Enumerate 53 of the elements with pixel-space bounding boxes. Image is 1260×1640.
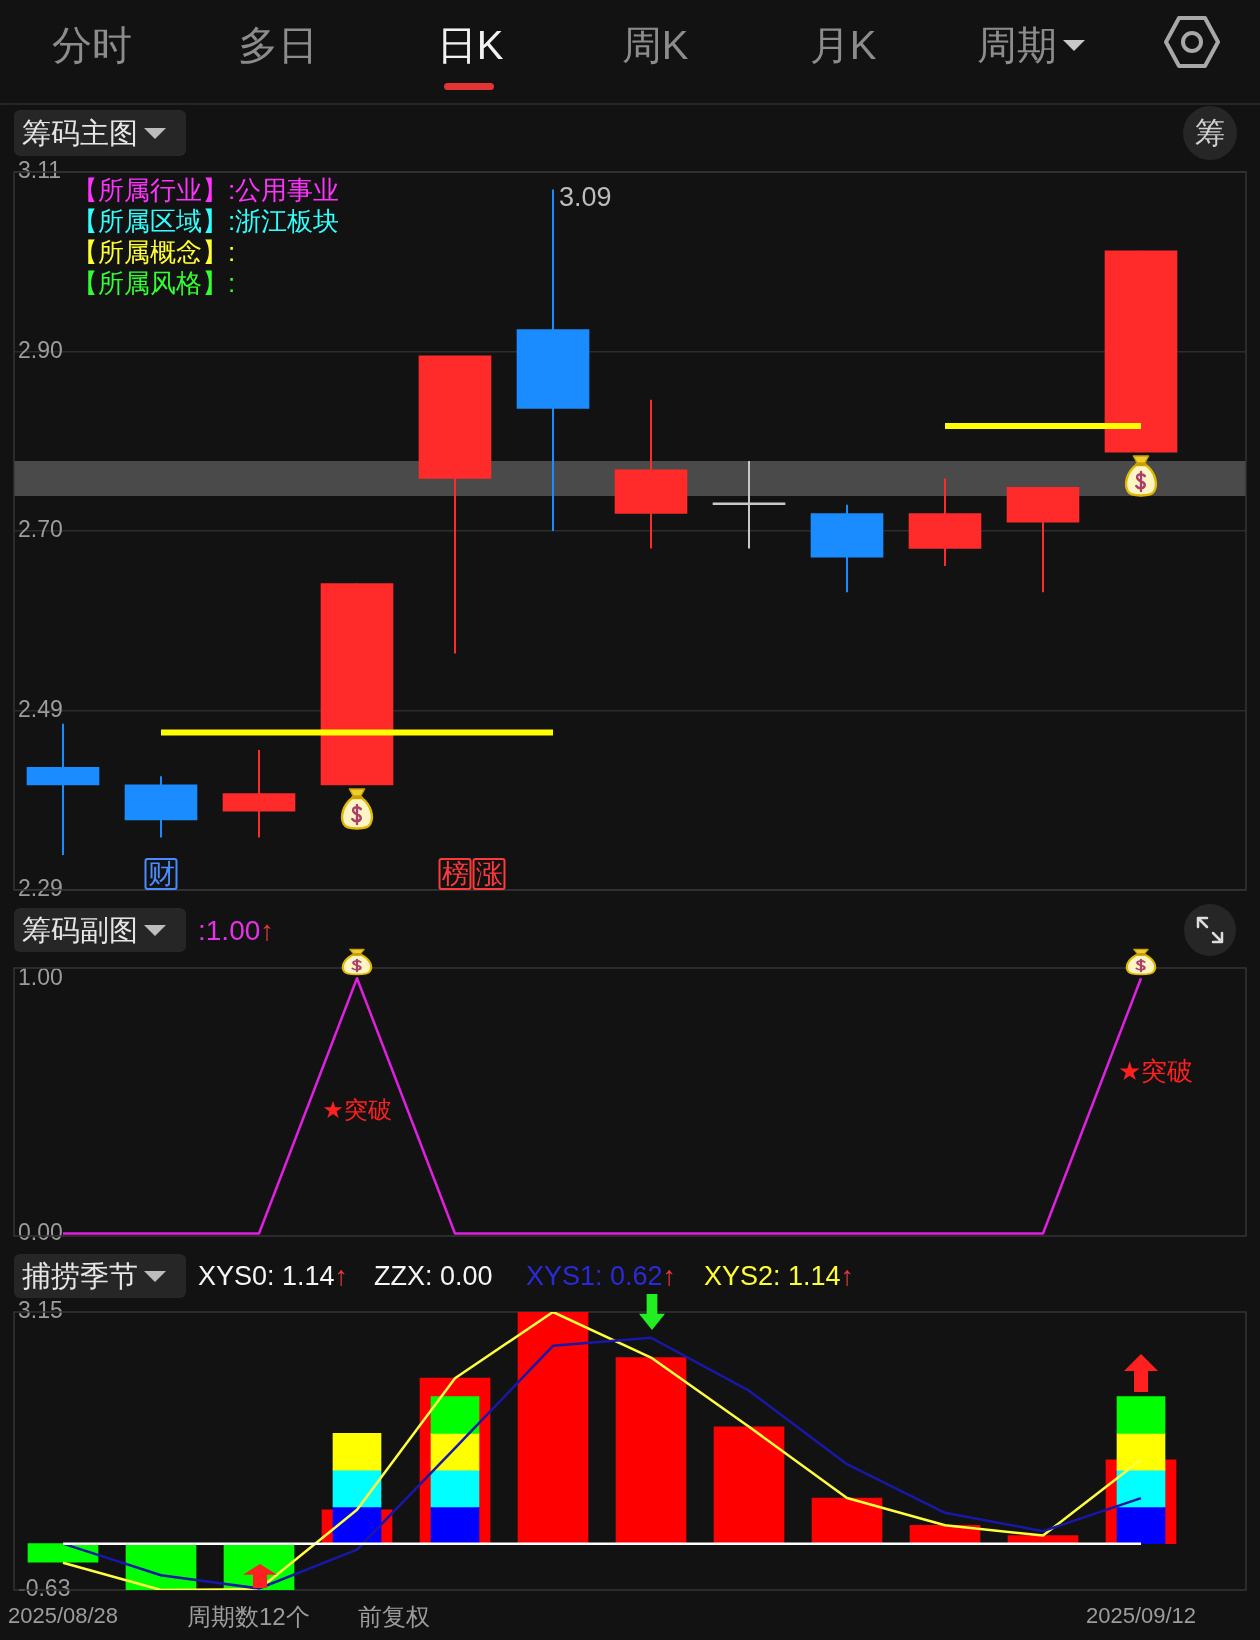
text: 分时 [52,22,132,69]
text: 周期 [977,22,1057,69]
bar [1116,1469,1166,1508]
text: 筹码副图 [22,913,138,948]
annotation: 【所属行业】:公用事业 [72,173,340,207]
text: :1.00↑ [198,913,275,948]
text: 月K [809,22,877,69]
bar [430,1506,480,1544]
text: XYS1: 0.62↑ [526,1260,677,1293]
candlestick [26,722,100,856]
text: 日K [436,22,504,69]
annotation: 【所属概念】: [72,235,236,269]
candlestick [712,459,786,550]
y-tick-label: 1.00 [18,963,63,990]
bar [1116,1433,1166,1471]
text: 多日 [238,22,318,69]
annotation: 【所属风格】: [72,266,236,300]
y-tick-label: 0.00 [18,1218,63,1245]
text: ZZX: 0.00 [374,1260,493,1293]
y-tick-label: 2.90 [18,336,63,363]
annotation: 3.09 [559,181,612,214]
text: 前复权 [358,1602,430,1632]
y-tick-label: 2.49 [18,695,63,722]
y-tick-label: 3.15 [18,1297,63,1324]
annotation: ★突破 [1118,1054,1194,1088]
annotation: 财 [144,858,178,890]
text: 周期数12个 [187,1602,310,1632]
x-tick-label: 2025/08/28 [7,1603,119,1629]
bar [332,1433,382,1471]
annotation: 涨 [472,858,506,890]
bar [517,1312,589,1544]
text: 筹码主图 [22,116,138,151]
annotation: 榜 [438,858,472,890]
y-tick-label: -0.63 [18,1575,71,1602]
text: 捕捞季节 [22,1259,138,1294]
bar [615,1357,687,1544]
bar [430,1469,480,1508]
text: XYS2: 1.14↑ [704,1260,855,1293]
bar [430,1396,480,1434]
y-tick-label: 2.29 [18,875,63,902]
text: XYS0: 1.14↑ [198,1260,349,1293]
text: 周K [621,22,689,69]
annotation: 【所属区域】:浙江板块 [72,204,340,238]
bar [1116,1396,1166,1434]
bar [811,1497,883,1544]
y-tick-label: 3.11 [18,157,62,184]
x-tick-label: 2025/09/12 [1085,1603,1197,1629]
bar [1116,1506,1166,1544]
bar [713,1426,785,1544]
text: 筹 [1195,115,1225,151]
bar [332,1469,382,1508]
y-tick-label: 2.70 [18,516,63,543]
annotation: ★突破 [322,1095,392,1125]
